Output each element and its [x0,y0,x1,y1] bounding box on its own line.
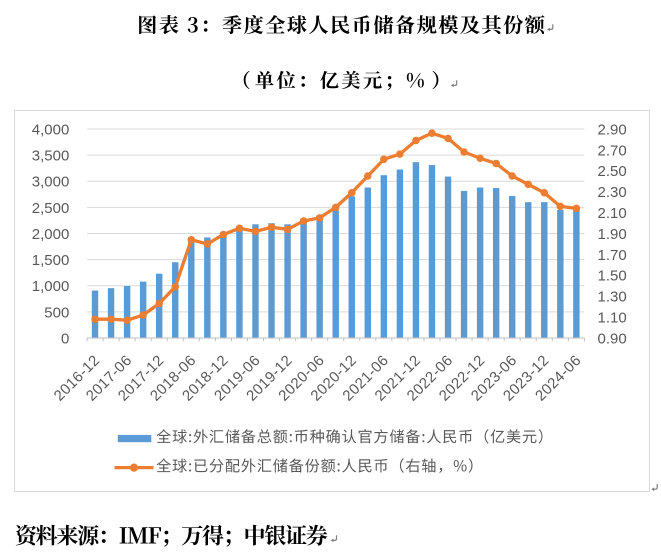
svg-text:4,000: 4,000 [32,121,70,138]
svg-text:2.70: 2.70 [598,142,627,159]
svg-text:2.90: 2.90 [598,121,627,138]
svg-text:0: 0 [61,330,69,347]
svg-text:2,500: 2,500 [32,200,70,217]
svg-text:500: 500 [44,304,69,321]
svg-text:1.90: 1.90 [598,226,627,243]
svg-text:1.50: 1.50 [598,268,627,285]
svg-text:2.10: 2.10 [598,205,627,222]
svg-text:0.90: 0.90 [598,330,627,347]
svg-text:1,500: 1,500 [32,252,70,269]
svg-text:3,500: 3,500 [32,148,70,165]
svg-text:3,000: 3,000 [32,174,70,191]
svg-text:1.10: 1.10 [598,310,627,327]
svg-text:2,000: 2,000 [32,226,70,243]
svg-text:1.30: 1.30 [598,289,627,306]
svg-text:2.50: 2.50 [598,163,627,180]
svg-text:1,000: 1,000 [32,278,70,295]
svg-text:2.30: 2.30 [598,184,627,201]
svg-text:1.70: 1.70 [598,247,627,264]
